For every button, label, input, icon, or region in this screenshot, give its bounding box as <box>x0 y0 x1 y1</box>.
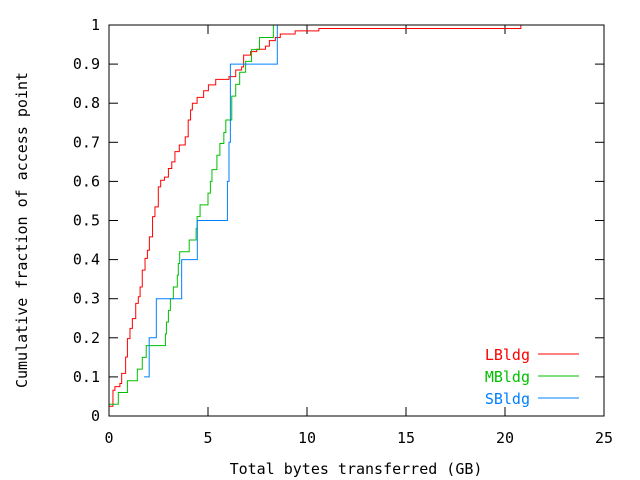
x-tick-label: 0 <box>104 429 113 447</box>
legend-label: MBldg <box>485 368 530 386</box>
series-line-mbldg <box>108 25 274 416</box>
x-tick-label: 15 <box>397 429 415 447</box>
series-curves <box>108 25 522 416</box>
series-line-sbldg <box>144 25 278 378</box>
x-tick-label: 10 <box>298 429 316 447</box>
y-tick-label: 1 <box>91 16 100 34</box>
y-tick-label: 0.4 <box>73 251 100 269</box>
y-tick-label: 0.7 <box>73 133 100 151</box>
y-tick-label: 0.1 <box>73 368 100 386</box>
y-tick-label: 0.8 <box>73 94 100 112</box>
series-line-lbldg <box>108 25 522 416</box>
legend-label: LBldg <box>485 346 530 364</box>
x-tick-label: 5 <box>203 429 212 447</box>
x-tick-label: 20 <box>496 429 514 447</box>
y-axis-label: Cumulative fraction of access point <box>13 72 31 388</box>
y-tick-label: 0.6 <box>73 172 100 190</box>
legend-label: SBldg <box>485 390 530 408</box>
axis-ticks: 0 5 10 15 20 25 0 0.1 0.2 0.3 0.4 0.5 0.6 0.7 0.8 0.9 1 <box>73 16 613 447</box>
y-tick-label: 0.2 <box>73 329 100 347</box>
y-tick-label: 0.3 <box>73 290 100 308</box>
y-tick-label: 0.9 <box>73 55 100 73</box>
legend: LBldg MBldg SBldg <box>485 346 579 408</box>
x-tick-label: 25 <box>595 429 613 447</box>
x-axis-label: Total bytes transferred (GB) <box>230 460 483 478</box>
y-tick-label: 0 <box>91 407 100 425</box>
plot-frame <box>108 24 605 417</box>
y-tick-label: 0.5 <box>73 212 100 230</box>
